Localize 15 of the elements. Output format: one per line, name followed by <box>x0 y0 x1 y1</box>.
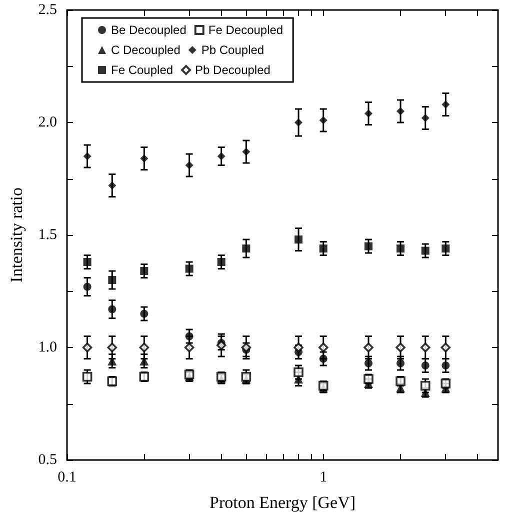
legend-label: Fe Decoupled <box>208 23 284 37</box>
legend-label: C Decoupled <box>111 43 180 57</box>
x-tick-label: 0.1 <box>58 470 76 486</box>
y-tick-label: 1.5 <box>38 227 57 243</box>
legend-label: Be Decoupled <box>111 23 186 37</box>
legend-label: Pb Coupled <box>201 43 264 57</box>
y-tick-label: 0.5 <box>38 452 57 468</box>
legend-label: Pb Decoupled <box>195 63 270 77</box>
x-axis-title: Proton Energy [GeV] <box>209 493 356 512</box>
y-tick-label: 2.5 <box>38 2 57 18</box>
x-tick-label: 1 <box>320 470 328 486</box>
legend-label: Fe Coupled <box>111 63 174 77</box>
y-tick-label: 2.0 <box>38 114 57 130</box>
y-axis-title: Intensity ratio <box>7 188 26 282</box>
y-tick-label: 1.0 <box>38 340 57 356</box>
